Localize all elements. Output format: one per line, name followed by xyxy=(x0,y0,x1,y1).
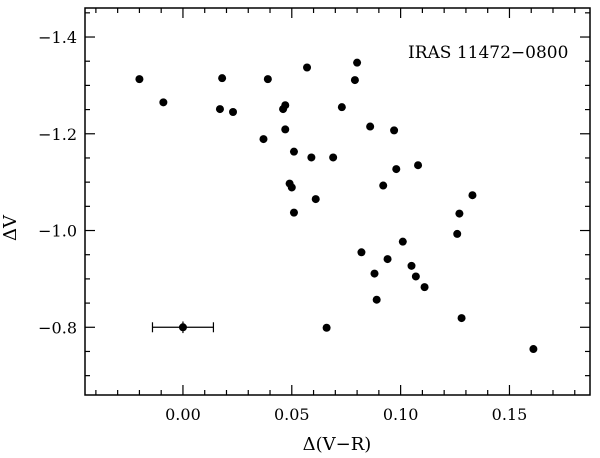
data-point xyxy=(366,122,375,131)
data-point xyxy=(259,135,268,144)
data-point xyxy=(281,101,290,110)
data-point xyxy=(289,147,298,156)
plot-annotation: IRAS 11472−0800 xyxy=(408,43,568,63)
plot-frame xyxy=(84,7,591,396)
data-point xyxy=(215,105,224,114)
data-point xyxy=(398,237,407,246)
data-point xyxy=(329,153,338,162)
x-axis-label: Δ(V−R) xyxy=(303,434,372,455)
data-point xyxy=(370,269,379,278)
data-point xyxy=(457,314,466,323)
data-point xyxy=(350,76,359,85)
data-point xyxy=(289,208,298,217)
data-point xyxy=(281,125,290,134)
data-point xyxy=(414,161,423,170)
data-point xyxy=(455,209,464,218)
data-point xyxy=(379,181,388,190)
data-point xyxy=(229,108,238,117)
data-point xyxy=(392,165,401,174)
y-tick-label: −0.8 xyxy=(38,318,77,337)
data-point xyxy=(218,74,227,83)
data-point xyxy=(357,248,366,257)
tick-labels: 0.00 0.05 0.10 0.15 −1.4 −1.2 −1.0 −0.8 xyxy=(38,28,527,424)
data-point xyxy=(287,183,296,192)
y-tick-label: −1.0 xyxy=(38,222,77,241)
tick-marks xyxy=(85,8,590,395)
data-point xyxy=(263,75,272,84)
y-axis-label: ΔV xyxy=(0,214,21,241)
data-point xyxy=(311,195,320,204)
data-point xyxy=(159,98,168,107)
y-tick-label: −1.4 xyxy=(38,28,77,47)
data-point xyxy=(529,345,538,354)
data-point xyxy=(322,323,331,332)
data-point xyxy=(307,153,316,162)
data-point xyxy=(353,58,362,67)
data-point xyxy=(390,126,399,135)
x-tick-label: 0.00 xyxy=(165,405,201,424)
error-bar-point xyxy=(178,323,187,332)
data-point xyxy=(135,75,144,84)
x-tick-label: 0.15 xyxy=(492,405,528,424)
data-point xyxy=(420,283,429,292)
x-tick-label: 0.05 xyxy=(274,405,310,424)
x-tick-label: 0.10 xyxy=(383,405,419,424)
data-point xyxy=(372,295,381,304)
data-point xyxy=(453,229,462,238)
data-points xyxy=(135,58,538,354)
data-point xyxy=(383,255,392,264)
data-point xyxy=(411,272,420,281)
y-tick-label: −1.2 xyxy=(38,125,77,144)
data-point xyxy=(468,191,477,200)
error-bar-sample xyxy=(151,321,215,334)
data-point xyxy=(303,63,312,72)
data-point xyxy=(337,103,346,112)
data-point xyxy=(407,261,416,270)
